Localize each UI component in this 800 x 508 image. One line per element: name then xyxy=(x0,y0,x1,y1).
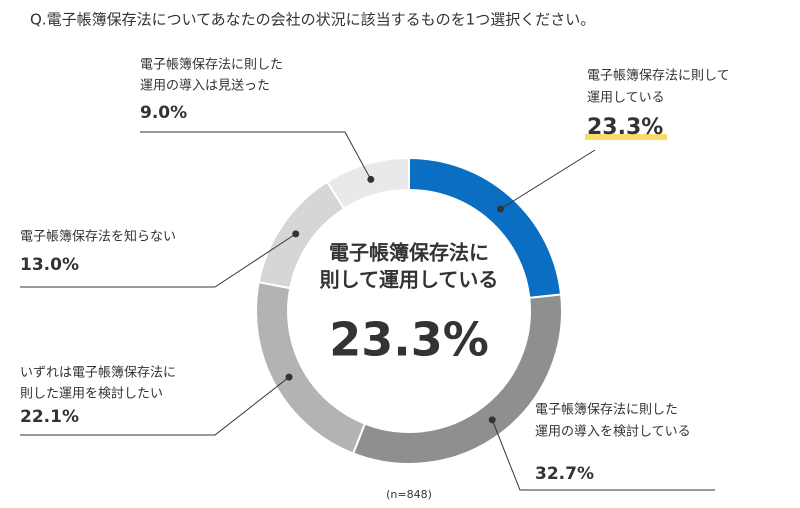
slice-label: 運用の導入は見送った xyxy=(140,79,270,94)
leader-line xyxy=(491,419,715,491)
value-highlight xyxy=(585,134,667,140)
value-label: 13.0% xyxy=(20,255,79,275)
slice-label: 電子帳簿保存法に則して xyxy=(587,69,730,84)
value-label: 23.3% xyxy=(587,115,663,140)
slice-label: 電子帳簿保存法を知らない xyxy=(20,229,176,245)
donut-slice xyxy=(255,280,367,455)
value-label: 9.0% xyxy=(140,103,187,123)
leader-line xyxy=(500,149,596,210)
slice-label: 運用の導入を検討している xyxy=(535,424,691,440)
slice-label: 電子帳簿保存法に則した xyxy=(140,58,283,73)
center-label: 電子帳簿保存法に xyxy=(329,241,489,265)
leader-line xyxy=(140,131,372,180)
leader-line xyxy=(20,233,297,288)
leader-line xyxy=(20,376,290,436)
leader-dot xyxy=(367,175,375,183)
slice-label: いずれは電子帳簿保存法に xyxy=(20,366,176,381)
center-label: 則して運用している xyxy=(320,268,499,292)
leader-dot xyxy=(496,205,504,213)
leader-dot xyxy=(285,373,293,381)
center-value: 23.3% xyxy=(329,313,489,367)
slice-label: 運用している xyxy=(587,91,665,106)
leader-dot xyxy=(488,416,496,424)
chart-title: Q.電子帳簿保存法についてあなたの会社の状況に該当するものを1つ選択ください。 xyxy=(30,11,595,29)
sample-note: (n=848) xyxy=(386,488,432,501)
leader-dot xyxy=(292,230,300,238)
slice-label: 則した運用を検討したい xyxy=(20,386,163,402)
slice-label: 電子帳簿保存法に則した xyxy=(535,403,678,418)
value-label: 22.1% xyxy=(20,407,79,427)
donut-slice xyxy=(325,156,410,211)
value-label: 32.7% xyxy=(535,464,594,484)
